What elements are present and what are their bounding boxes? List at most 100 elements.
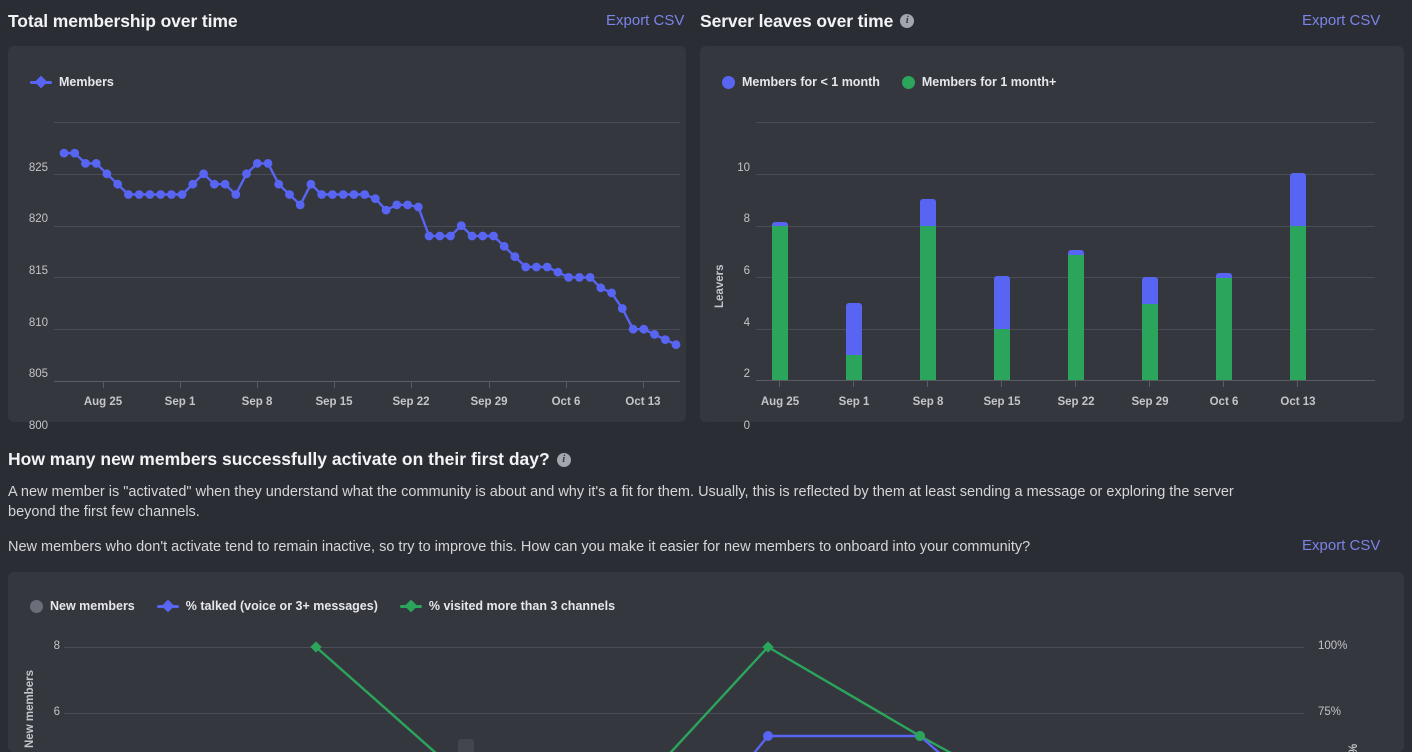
leaves-y-axis-title: Leavers xyxy=(714,264,726,308)
x-axis-line xyxy=(54,381,680,382)
bar-segment-green[interactable] xyxy=(1216,277,1232,380)
dot-icon xyxy=(722,75,735,89)
legend-item-members[interactable]: Members xyxy=(30,75,114,89)
x-tickmark xyxy=(103,382,104,388)
y-tick-6: 6 xyxy=(743,265,750,277)
y-tick-10: 10 xyxy=(737,162,750,174)
dot-icon xyxy=(30,599,43,613)
y-tick-4: 4 xyxy=(743,317,750,329)
membership-chart-card: Members 825 820 815 810 805 800 Aug 25 S… xyxy=(8,46,686,432)
activation-title-text: How many new members successfully activa… xyxy=(8,449,550,469)
info-icon[interactable]: i xyxy=(900,14,915,28)
gridline-805 xyxy=(54,329,680,330)
x-tickmark xyxy=(1149,381,1150,387)
y-tick-810: 810 xyxy=(28,317,48,329)
x-tickmark xyxy=(643,382,644,388)
legend-label-new-members: New members xyxy=(50,599,135,613)
activation-chart-card: New members % talked (voice or 3+ messag… xyxy=(8,572,1404,752)
x-tickmark xyxy=(1001,381,1002,387)
y-tick-75-percent: 75% xyxy=(1318,706,1342,718)
leaves-panel-header: Server leaves over time i xyxy=(700,8,915,34)
bar-segment-blue[interactable] xyxy=(994,276,1010,329)
y-tick-805: 805 xyxy=(28,368,48,380)
x-tick-sep-15: Sep 15 xyxy=(315,396,353,408)
gridline-6 xyxy=(756,226,1375,227)
gridline-top xyxy=(64,647,1304,648)
line-diamond-icon xyxy=(399,604,422,608)
gridline-mid xyxy=(64,713,1304,714)
x-tick-aug-25: Aug 25 xyxy=(760,396,800,408)
bar-segment-blue[interactable] xyxy=(1216,273,1232,278)
bar-segment-blue[interactable] xyxy=(1068,250,1084,255)
activation-section-title: How many new members successfully activa… xyxy=(8,449,571,470)
bar-segment-blue[interactable] xyxy=(1290,173,1306,226)
legend-label-percent-visited: % visited more than 3 channels xyxy=(428,599,616,613)
bar-segment-green[interactable] xyxy=(1068,254,1084,380)
gridline-815 xyxy=(54,226,680,227)
x-tick-sep-15: Sep 15 xyxy=(983,396,1021,408)
y-tick-0: 0 xyxy=(743,420,750,432)
gridline-825 xyxy=(54,122,680,123)
x-tick-sep-8: Sep 8 xyxy=(912,396,944,408)
leaves-chart-card: Members for < 1 month Members for 1 mont… xyxy=(700,46,1404,432)
y-tick-6: 6 xyxy=(53,706,60,718)
bar-segment-green[interactable] xyxy=(920,225,936,380)
bar-segment-green[interactable] xyxy=(846,354,862,380)
x-tickmark xyxy=(257,382,258,388)
bar-segment-green[interactable] xyxy=(772,225,788,380)
y-tick-8: 8 xyxy=(53,640,60,652)
x-tickmark xyxy=(1223,381,1224,387)
x-tickmark xyxy=(411,382,412,388)
membership-chart-legend: Members xyxy=(30,75,114,89)
bar-segment-blue[interactable] xyxy=(846,303,862,355)
legend-item-percent-visited[interactable]: % visited more than 3 channels xyxy=(399,599,616,613)
x-tickmark xyxy=(779,381,780,387)
membership-line-series xyxy=(59,148,681,350)
x-tick-sep-1: Sep 1 xyxy=(838,396,870,408)
leaves-export-csv-link[interactable]: Export CSV xyxy=(1302,12,1381,29)
bar-segment-green[interactable] xyxy=(1142,303,1158,380)
x-tickmark xyxy=(489,382,490,388)
activation-line-series xyxy=(310,641,952,752)
legend-item-percent-talked[interactable]: % talked (voice or 3+ messages) xyxy=(156,599,378,613)
x-tickmark xyxy=(566,382,567,388)
bar-segment-green[interactable] xyxy=(994,328,1010,380)
gridline-2 xyxy=(756,329,1375,330)
x-tickmark xyxy=(1297,381,1298,387)
legend-item-members-under-1-month[interactable]: Members for < 1 month xyxy=(722,75,880,89)
legend-item-new-members[interactable]: New members xyxy=(30,599,135,613)
bar-segment-blue[interactable] xyxy=(920,199,936,226)
gridline-10 xyxy=(756,122,1375,123)
x-tick-sep-22: Sep 22 xyxy=(392,396,430,408)
y-tick-815: 815 xyxy=(28,265,48,277)
gridline-4 xyxy=(756,277,1375,278)
activation-paragraph-2: New members who don't activate tend to r… xyxy=(8,539,1031,555)
bar-segment-blue[interactable] xyxy=(772,222,788,226)
x-tick-oct-13: Oct 13 xyxy=(625,396,661,408)
y-tick-8: 8 xyxy=(743,213,750,225)
x-tickmark xyxy=(334,382,335,388)
y-tick-825: 825 xyxy=(28,162,48,174)
leaves-chart-legend: Members for < 1 month Members for 1 mont… xyxy=(722,75,1056,89)
bar-segment-green[interactable] xyxy=(1290,225,1306,380)
x-tick-oct-13: Oct 13 xyxy=(1280,396,1316,408)
x-tickmark xyxy=(180,382,181,388)
bar-new-members[interactable] xyxy=(458,739,474,752)
line-diamond-icon xyxy=(30,80,52,84)
info-icon[interactable]: i xyxy=(556,452,571,467)
legend-label-percent-talked: % talked (voice or 3+ messages) xyxy=(185,599,378,613)
membership-panel-title: Total membership over time xyxy=(8,10,238,31)
bar-segment-blue[interactable] xyxy=(1142,277,1158,304)
x-tick-aug-25: Aug 25 xyxy=(83,396,123,408)
x-tickmark xyxy=(1075,381,1076,387)
activation-export-csv-link[interactable]: Export CSV xyxy=(1302,537,1381,554)
membership-export-csv-link[interactable]: Export CSV xyxy=(606,12,685,29)
leaves-panel-title: Server leaves over time xyxy=(700,10,894,31)
legend-item-members-1-month-plus[interactable]: Members for 1 month+ xyxy=(901,75,1056,89)
x-tick-oct-6: Oct 6 xyxy=(551,396,581,408)
y-tick-2: 2 xyxy=(743,368,750,380)
gridline-820 xyxy=(54,174,680,175)
y-tick-100-percent: 100% xyxy=(1318,640,1348,652)
legend-label-members-under-1-month: Members for < 1 month xyxy=(742,75,880,89)
